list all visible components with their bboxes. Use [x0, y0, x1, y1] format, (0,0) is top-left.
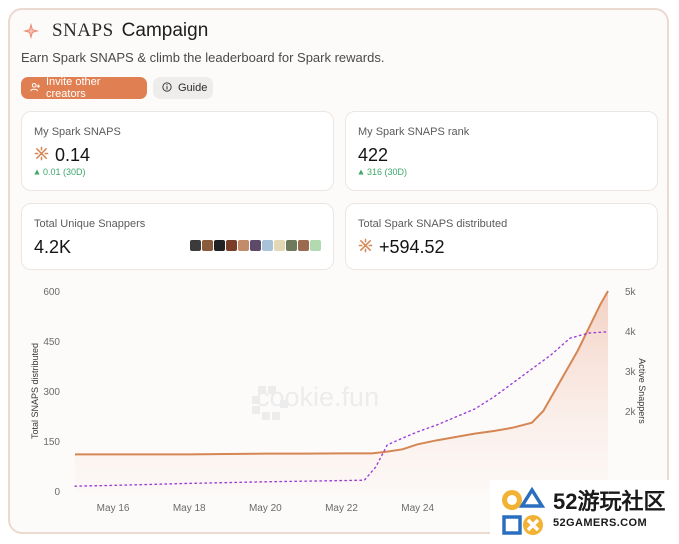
game-controller-icon [502, 486, 546, 535]
my-snaps-value: 0.14 [55, 145, 91, 165]
distributed-card: Total Spark SNAPS distributed +594.52 [345, 203, 658, 270]
y-left-tick-label: 300 [43, 387, 60, 398]
snapper-avatars[interactable] [189, 239, 322, 252]
guide-label: Guide [178, 82, 208, 94]
rank-card: My Spark SNAPS rank 422 316 (30D) [345, 111, 658, 191]
x-tick-label: May 22 [325, 503, 358, 514]
y-right-axis-title: Active Snappers [637, 358, 647, 424]
x-tick-label: May 20 [249, 503, 282, 514]
snappers-value-row: 4.2K [34, 237, 71, 258]
rank-delta: 316 (30D) [358, 167, 407, 177]
invite-creators-label: Invite other creators [46, 76, 101, 100]
snappers-value: 4.2K [34, 237, 72, 257]
up-arrow-icon [358, 167, 364, 177]
snaps-token-icon [34, 145, 49, 166]
x-tick-label: May 18 [173, 503, 206, 514]
action-buttons: Invite other creators Guide [21, 76, 213, 100]
y-left-tick-label: 600 [43, 287, 60, 298]
title-brand: SNAPS [52, 20, 114, 41]
page-title: SNAPS Campaign [52, 20, 208, 42]
my-snaps-label: My Spark SNAPS [34, 126, 121, 138]
spark-logo-icon [20, 20, 42, 42]
y-left-axis-title: Total SNAPS distributed [30, 343, 40, 439]
y-left-tick-label: 150 [43, 437, 60, 448]
x-tick-label: May 16 [97, 503, 130, 514]
y-left-tick-label: 0 [54, 487, 60, 498]
rank-delta-text: 316 (30D) [367, 167, 408, 177]
my-snaps-delta-text: 0.01 (30D) [43, 167, 86, 177]
up-arrow-icon [34, 167, 40, 177]
snappers-card: Total Unique Snappers 4.2K [21, 203, 334, 270]
snaps-series-line [75, 290, 609, 456]
site-watermark-badge [490, 480, 679, 544]
campaign-header: SNAPS Campaign [20, 20, 208, 42]
my-snaps-card: My Spark SNAPS 0.14 0.01 (30D) [21, 111, 334, 191]
snapper-avatar[interactable] [309, 239, 322, 252]
title-word: Campaign [121, 20, 209, 41]
snaps-token-icon [358, 237, 373, 258]
page-subtitle: Earn Spark SNAPS & climb the leaderboard… [21, 50, 385, 65]
rank-value: 422 [358, 145, 389, 165]
snappers-label: Total Unique Snappers [34, 218, 146, 230]
distributed-value: +594.52 [379, 237, 445, 257]
snappers-series-line [74, 331, 609, 487]
distributed-value-row: +594.52 [358, 237, 445, 258]
y-right-tick-label: 5k [625, 287, 637, 298]
y-right-tick-label: 4k [625, 327, 637, 338]
info-icon [162, 81, 172, 95]
rank-label: My Spark SNAPS rank [358, 126, 470, 138]
snaps-chart: 600 450 300 150 0 5k 4k 3k 2k May 16 May 18 May 20 M… [10, 280, 670, 530]
snaps-area [75, 291, 608, 491]
y-left-tick-label: 450 [43, 337, 60, 348]
site-badge-domain: 52GAMERS.COM [553, 517, 648, 529]
guide-button[interactable]: Guide [153, 77, 213, 99]
y-right-tick-label: 3k [625, 367, 637, 378]
rank-value-row: 422 [358, 145, 388, 166]
y-right-tick-label: 2k [625, 407, 637, 418]
chart-svg: 600 450 300 150 0 5k 4k 3k 2k May 16 May 18 May 20 M… [30, 287, 647, 514]
my-snaps-value-row: 0.14 [34, 145, 90, 166]
distributed-label: Total Spark SNAPS distributed [358, 218, 508, 230]
site-badge-number: 52游玩社区 [553, 489, 666, 514]
cookie-fun-watermark: cookie.fun [250, 382, 380, 420]
watermark-text: cookie.fun [256, 382, 380, 412]
add-user-icon [30, 82, 40, 95]
invite-creators-button[interactable]: Invite other creators [21, 76, 147, 100]
my-snaps-delta: 0.01 (30D) [34, 167, 86, 177]
x-tick-label: May 24 [401, 503, 434, 514]
